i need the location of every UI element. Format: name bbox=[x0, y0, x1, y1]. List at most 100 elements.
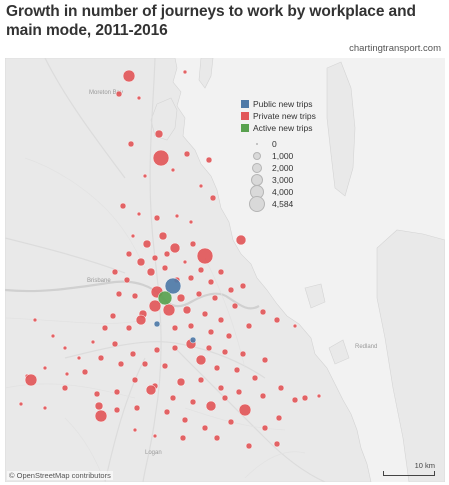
private-trips-bubble[interactable] bbox=[153, 346, 161, 354]
private-trips-bubble[interactable] bbox=[205, 400, 217, 412]
private-trips-bubble[interactable] bbox=[145, 384, 157, 396]
private-trips-bubble[interactable] bbox=[152, 433, 158, 439]
private-trips-bubble[interactable] bbox=[183, 150, 191, 158]
private-trips-bubble[interactable] bbox=[42, 405, 48, 411]
private-trips-bubble[interactable] bbox=[221, 394, 229, 402]
private-trips-bubble[interactable] bbox=[111, 268, 119, 276]
private-trips-bubble[interactable] bbox=[127, 140, 135, 148]
private-trips-bubble[interactable] bbox=[188, 219, 194, 225]
private-trips-bubble[interactable] bbox=[169, 242, 181, 254]
private-trips-bubble[interactable] bbox=[213, 434, 221, 442]
legend-item-active[interactable]: Active new trips bbox=[241, 122, 331, 134]
private-trips-bubble[interactable] bbox=[133, 404, 141, 412]
private-trips-bubble[interactable] bbox=[209, 194, 217, 202]
private-trips-bubble[interactable] bbox=[227, 286, 235, 294]
private-trips-bubble[interactable] bbox=[235, 388, 243, 396]
private-trips-bubble[interactable] bbox=[18, 401, 24, 407]
private-trips-bubble[interactable] bbox=[136, 211, 142, 217]
private-trips-bubble[interactable] bbox=[169, 394, 177, 402]
private-trips-bubble[interactable] bbox=[50, 333, 56, 339]
private-trips-bubble[interactable] bbox=[146, 267, 156, 277]
private-trips-bubble[interactable] bbox=[131, 376, 139, 384]
private-trips-bubble[interactable] bbox=[239, 282, 247, 290]
private-trips-bubble[interactable] bbox=[109, 312, 117, 320]
private-trips-bubble[interactable] bbox=[135, 314, 147, 326]
private-trips-bubble[interactable] bbox=[275, 414, 283, 422]
private-trips-bubble[interactable] bbox=[32, 317, 38, 323]
private-trips-bubble[interactable] bbox=[205, 344, 213, 352]
legend-item-private[interactable]: Private new trips bbox=[241, 110, 331, 122]
private-trips-bubble[interactable] bbox=[122, 69, 136, 83]
private-trips-bubble[interactable] bbox=[111, 340, 119, 348]
private-trips-bubble[interactable] bbox=[245, 442, 253, 450]
private-trips-bubble[interactable] bbox=[195, 290, 203, 298]
private-trips-bubble[interactable] bbox=[217, 384, 225, 392]
private-trips-bubble[interactable] bbox=[221, 348, 229, 356]
private-trips-bubble[interactable] bbox=[235, 234, 247, 246]
private-trips-bubble[interactable] bbox=[132, 427, 138, 433]
private-trips-bubble[interactable] bbox=[119, 202, 127, 210]
private-trips-bubble[interactable] bbox=[64, 371, 70, 377]
private-trips-bubble[interactable] bbox=[142, 239, 152, 249]
private-trips-bubble[interactable] bbox=[42, 365, 48, 371]
private-trips-bubble[interactable] bbox=[251, 374, 259, 382]
private-trips-bubble[interactable] bbox=[195, 354, 207, 366]
private-trips-bubble[interactable] bbox=[113, 388, 121, 396]
private-trips-bubble[interactable] bbox=[201, 310, 209, 318]
private-trips-bubble[interactable] bbox=[162, 303, 176, 317]
private-trips-bubble[interactable] bbox=[316, 393, 322, 399]
private-trips-bubble[interactable] bbox=[291, 396, 299, 404]
private-trips-bubble[interactable] bbox=[97, 354, 105, 362]
map[interactable]: Moreton Bay Brisbane Redland Logan Publi… bbox=[5, 58, 445, 482]
private-trips-bubble[interactable] bbox=[130, 233, 136, 239]
private-trips-bubble[interactable] bbox=[213, 364, 221, 372]
private-trips-bubble[interactable] bbox=[176, 293, 186, 303]
private-trips-bubble[interactable] bbox=[217, 316, 225, 324]
private-trips-bubble[interactable] bbox=[142, 173, 148, 179]
private-trips-bubble[interactable] bbox=[170, 167, 176, 173]
private-trips-bubble[interactable] bbox=[181, 416, 189, 424]
private-trips-bubble[interactable] bbox=[131, 292, 139, 300]
private-trips-bubble[interactable] bbox=[125, 324, 133, 332]
private-trips-bubble[interactable] bbox=[197, 376, 205, 384]
private-trips-bubble[interactable] bbox=[196, 247, 214, 265]
private-trips-bubble[interactable] bbox=[24, 373, 38, 387]
private-trips-bubble[interactable] bbox=[197, 266, 205, 274]
private-trips-bubble[interactable] bbox=[277, 384, 285, 392]
private-trips-bubble[interactable] bbox=[115, 290, 123, 298]
private-trips-bubble[interactable] bbox=[154, 129, 164, 139]
private-trips-bubble[interactable] bbox=[171, 344, 179, 352]
private-trips-bubble[interactable] bbox=[136, 95, 142, 101]
private-trips-bubble[interactable] bbox=[76, 355, 82, 361]
private-trips-bubble[interactable] bbox=[211, 294, 219, 302]
private-trips-bubble[interactable] bbox=[182, 259, 188, 265]
private-trips-bubble[interactable] bbox=[93, 390, 101, 398]
private-trips-bubble[interactable] bbox=[187, 274, 195, 282]
private-trips-bubble[interactable] bbox=[161, 362, 169, 370]
private-trips-bubble[interactable] bbox=[225, 332, 233, 340]
private-trips-bubble[interactable] bbox=[163, 408, 171, 416]
private-trips-bubble[interactable] bbox=[61, 384, 69, 392]
private-trips-bubble[interactable] bbox=[259, 308, 267, 316]
private-trips-bubble[interactable] bbox=[148, 299, 162, 313]
private-trips-bubble[interactable] bbox=[207, 328, 215, 336]
private-trips-bubble[interactable] bbox=[94, 401, 104, 411]
private-trips-bubble[interactable] bbox=[176, 377, 186, 387]
public-trips-bubble[interactable] bbox=[164, 277, 182, 295]
private-trips-bubble[interactable] bbox=[171, 324, 179, 332]
private-trips-bubble[interactable] bbox=[158, 231, 168, 241]
private-trips-bubble[interactable] bbox=[198, 183, 204, 189]
private-trips-bubble[interactable] bbox=[161, 264, 169, 272]
map-attribution[interactable]: © OpenStreetMap contributors bbox=[7, 471, 113, 480]
active-trips-bubble[interactable] bbox=[157, 290, 173, 306]
private-trips-bubble[interactable] bbox=[238, 403, 252, 417]
private-trips-bubble[interactable] bbox=[101, 324, 109, 332]
private-trips-bubble[interactable] bbox=[207, 278, 215, 286]
private-trips-bubble[interactable] bbox=[301, 394, 309, 402]
private-trips-bubble[interactable] bbox=[182, 305, 192, 315]
private-trips-bubble[interactable] bbox=[201, 424, 209, 432]
private-trips-bubble[interactable] bbox=[125, 250, 133, 258]
public-trips-bubble[interactable] bbox=[189, 336, 197, 344]
private-trips-bubble[interactable] bbox=[136, 257, 146, 267]
private-trips-bubble[interactable] bbox=[259, 392, 267, 400]
